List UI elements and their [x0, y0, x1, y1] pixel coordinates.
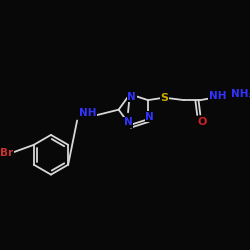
Text: O: O	[198, 117, 207, 127]
Text: NH: NH	[209, 90, 226, 101]
Text: N: N	[127, 92, 136, 102]
Text: N: N	[146, 112, 154, 122]
Text: N: N	[124, 118, 132, 128]
Text: Br: Br	[0, 148, 13, 158]
Text: NH₂: NH₂	[231, 89, 250, 99]
Text: S: S	[160, 93, 168, 103]
Text: NH: NH	[79, 108, 97, 118]
